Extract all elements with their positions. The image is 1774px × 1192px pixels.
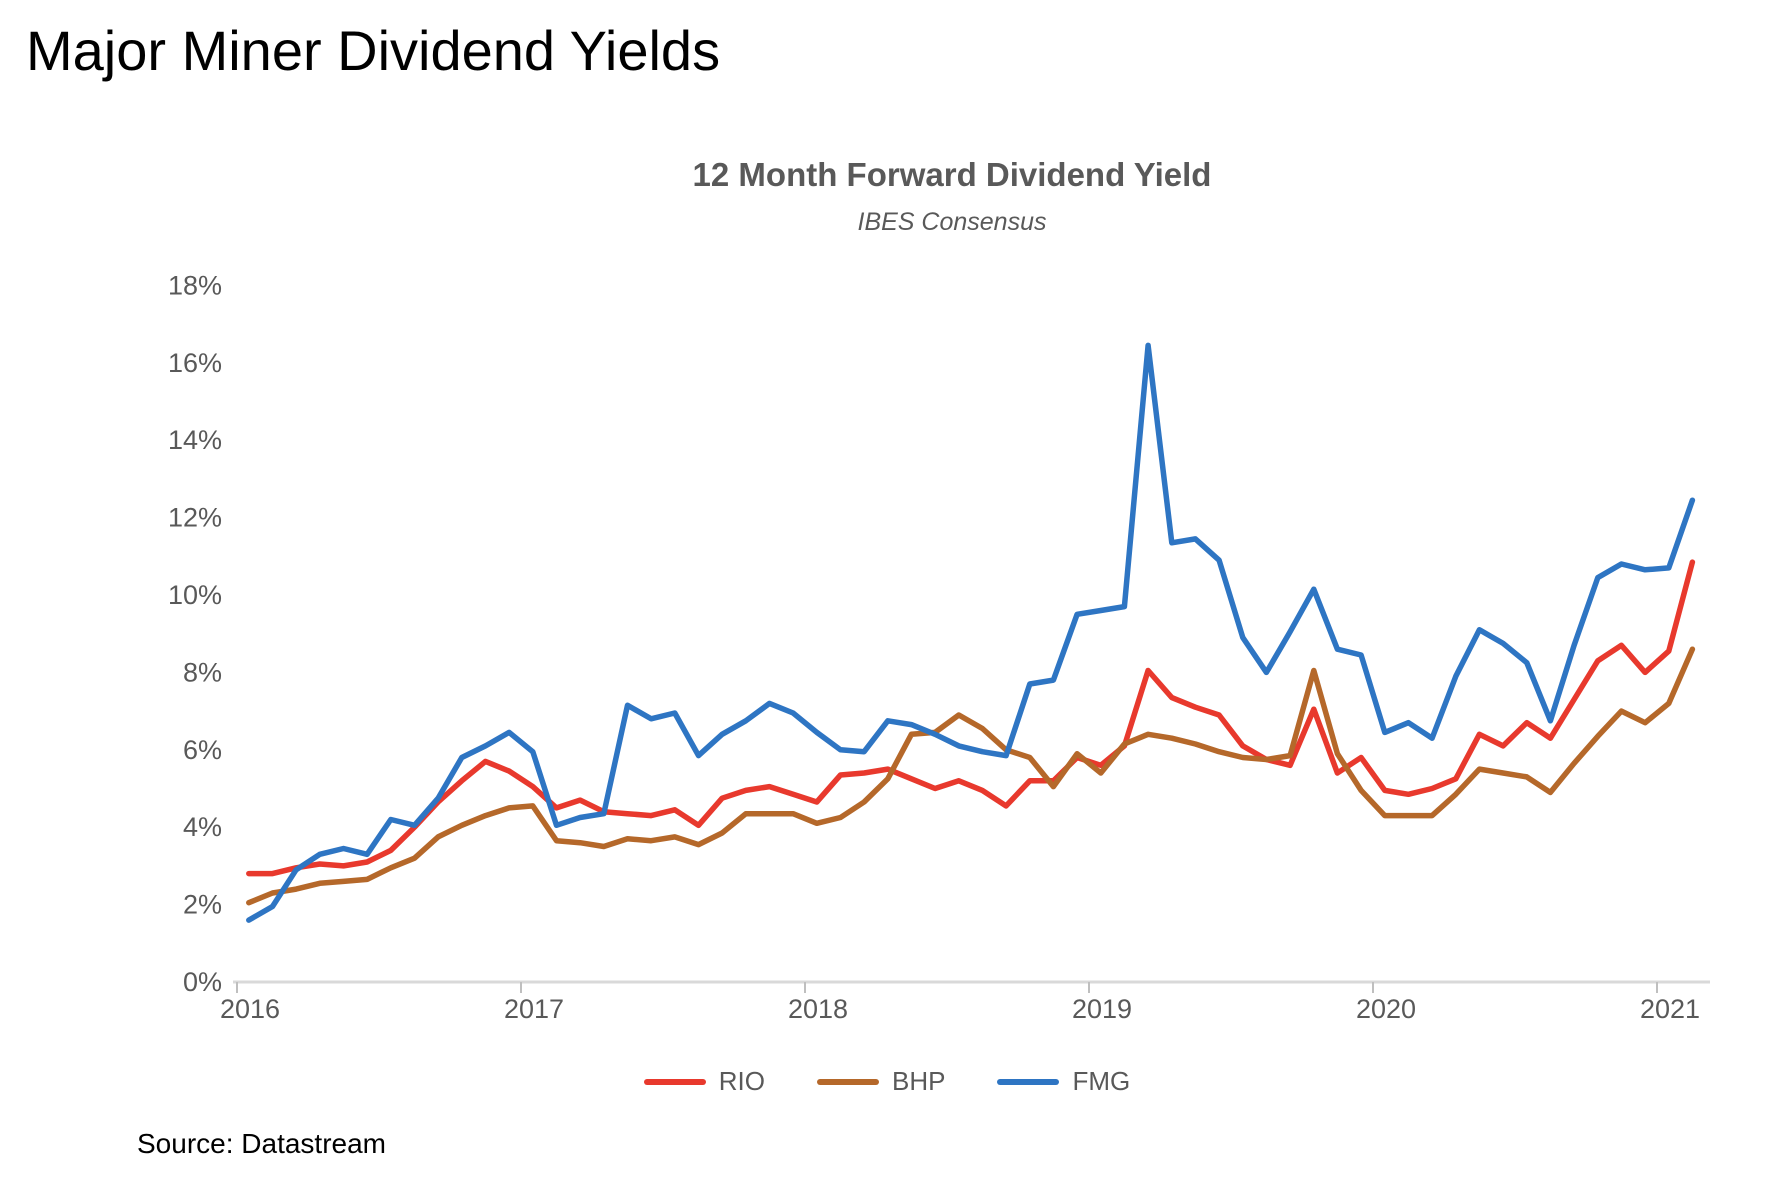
fmg-line-swatch [997,1078,1060,1085]
x-tick-label: 2021 [1640,994,1700,1024]
chart-legend: RIO BHP FMG [0,1066,1774,1097]
y-tick-label: 6% [183,735,222,765]
fmg-series-line [246,342,1696,923]
legend-label-bhp: BHP [892,1066,946,1096]
x-tick-label: 2016 [220,994,280,1024]
legend-label-fmg: FMG [1072,1066,1131,1096]
legend-label-rio: RIO [718,1066,765,1096]
rio-line-swatch [643,1078,706,1085]
y-tick-label: 4% [183,812,222,842]
x-axis [233,980,1710,993]
y-axis-labels: 0% 2% 4% 6% 8% 10% 12% 14% 16% 18% [168,270,222,997]
y-tick-label: 2% [183,890,222,920]
y-tick-label: 12% [168,503,222,533]
y-tick-label: 14% [168,425,222,455]
bhp-line-swatch [817,1078,879,1085]
y-tick-label: 8% [183,657,222,687]
x-tick-label: 2019 [1072,994,1132,1024]
legend-item-fmg: FMG [997,1066,1130,1097]
y-tick-label: 0% [183,967,222,997]
rio-series-line [246,559,1696,877]
x-tick-label: 2018 [788,994,848,1024]
x-tick-label: 2017 [504,994,564,1024]
series-lines [246,342,1696,923]
x-axis-labels: 2016 2017 2018 2019 2020 2021 [220,994,1700,1024]
x-tick-label: 2020 [1356,994,1416,1024]
page-title: Major Miner Dividend Yields [26,19,721,82]
legend-item-bhp: BHP [817,1066,945,1097]
bhp-series-line [246,646,1696,906]
y-tick-label: 18% [168,270,222,300]
y-tick-label: 16% [168,348,222,378]
chart-title: 12 Month Forward Dividend Yield [692,156,1212,193]
legend-item-rio: RIO [643,1066,765,1097]
chart-subtitle: IBES Consensus [857,208,1047,236]
y-tick-label: 10% [168,580,222,610]
source-text: Source: Datastream [137,1128,386,1159]
